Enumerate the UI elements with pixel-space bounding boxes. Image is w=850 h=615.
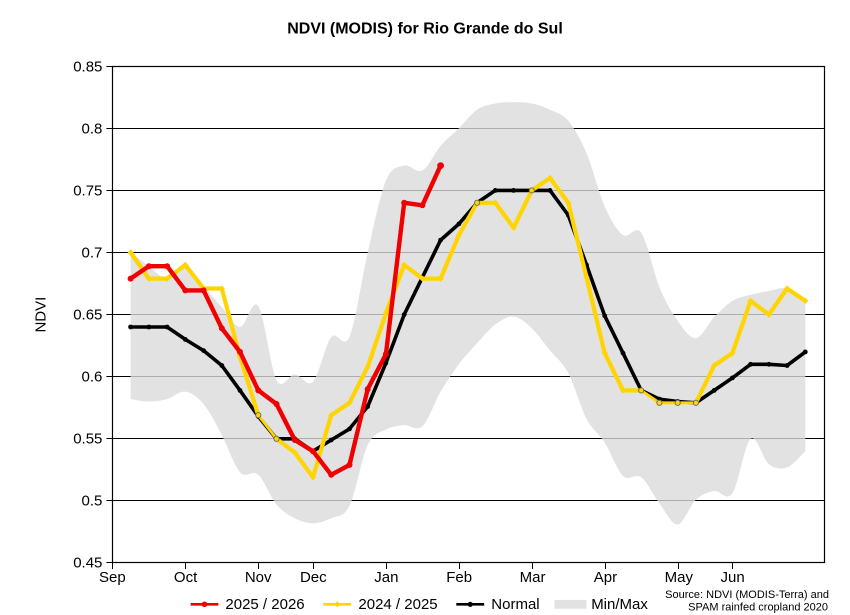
svg-text:Dec: Dec <box>300 569 327 586</box>
svg-text:May: May <box>665 569 694 586</box>
svg-text:0.85: 0.85 <box>73 59 102 76</box>
svg-text:Feb: Feb <box>446 569 472 586</box>
svg-text:Sep: Sep <box>99 569 126 586</box>
svg-text:0.5: 0.5 <box>82 493 103 510</box>
svg-text:Source: NDVI (MODIS-Terra) and: Source: NDVI (MODIS-Terra) and <box>665 589 829 601</box>
svg-text:2024 / 2025: 2024 / 2025 <box>358 596 437 613</box>
svg-text:2025 / 2026: 2025 / 2026 <box>225 596 304 613</box>
svg-text:0.75: 0.75 <box>73 183 102 200</box>
svg-text:Nov: Nov <box>245 569 272 586</box>
svg-text:Apr: Apr <box>594 569 617 586</box>
svg-text:Jan: Jan <box>374 569 398 586</box>
svg-text:SPAM rainfed cropland 2020: SPAM rainfed cropland 2020 <box>688 602 828 614</box>
svg-text:Min/Max: Min/Max <box>591 596 648 613</box>
svg-text:Jun: Jun <box>721 569 745 586</box>
svg-text:0.45: 0.45 <box>73 555 102 572</box>
svg-text:Mar: Mar <box>520 569 546 586</box>
svg-text:Normal: Normal <box>491 596 539 613</box>
svg-text:0.8: 0.8 <box>82 121 103 138</box>
svg-text:NDVI (MODIS) for Rio Grande do: NDVI (MODIS) for Rio Grande do Sul <box>287 20 563 37</box>
svg-text:Oct: Oct <box>174 569 198 586</box>
svg-text:0.6: 0.6 <box>82 369 103 386</box>
svg-text:0.7: 0.7 <box>82 245 103 262</box>
svg-text:0.55: 0.55 <box>73 431 102 448</box>
svg-text:NDVI: NDVI <box>33 297 50 333</box>
svg-text:0.65: 0.65 <box>73 307 102 324</box>
